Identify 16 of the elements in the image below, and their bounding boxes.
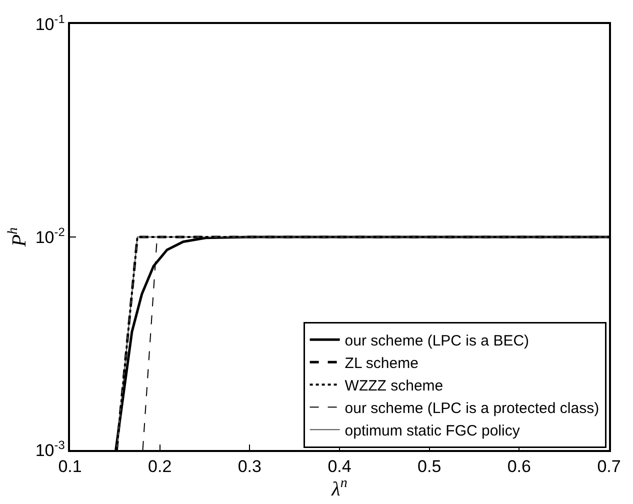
legend-label: optimum static FGC policy — [344, 422, 520, 440]
x-tick-label: 0.4 — [328, 457, 352, 476]
y-tick-label: 10$^{-2}$ — [35, 224, 66, 247]
legend-label: our scheme (LPC is a BEC) — [344, 332, 530, 350]
x-axis-title: λ$^{n}$ — [330, 476, 348, 501]
x-tick-label: 0.1 — [58, 457, 82, 476]
legend-label: WZZZ scheme — [344, 377, 444, 394]
x-tick-label: 0.7 — [597, 457, 621, 476]
y-tick-label: 10$^{-3}$ — [35, 438, 66, 460]
x-tick-label: 0.5 — [418, 457, 442, 476]
legend-label: ZL scheme — [344, 354, 418, 372]
y-tick-label: 10$^{-1}$ — [35, 12, 66, 34]
legend-label: our scheme (LPC is a protected class) — [344, 400, 600, 417]
x-tick-label: 0.3 — [238, 457, 262, 476]
x-tick-label: 0.6 — [507, 457, 531, 476]
x-tick-label: 0.2 — [148, 457, 172, 476]
